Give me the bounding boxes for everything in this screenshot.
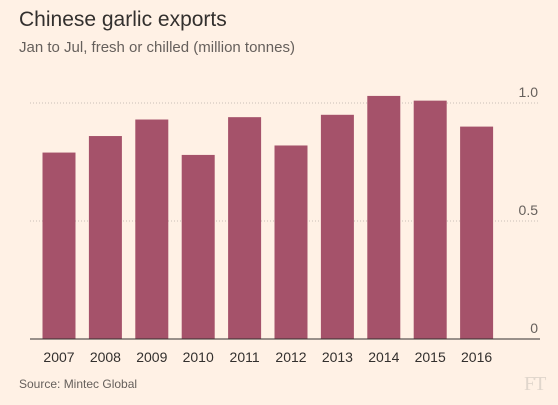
y-tick-label: 1.0 xyxy=(519,84,539,100)
x-tick-label: 2013 xyxy=(322,349,353,365)
x-tick-label: 2016 xyxy=(461,349,492,365)
x-tick-label: 2015 xyxy=(415,349,446,365)
y-tick-label: 0 xyxy=(530,320,538,336)
x-tick-label: 2014 xyxy=(368,349,399,365)
bar xyxy=(274,145,308,339)
ft-logo: FT xyxy=(524,373,546,395)
source-note: Source: Mintec Global xyxy=(19,377,138,391)
bar xyxy=(181,154,215,339)
x-tick-label: 2010 xyxy=(183,349,214,365)
bar xyxy=(367,95,401,339)
bar xyxy=(320,114,354,339)
chart-title: Chinese garlic exports xyxy=(19,8,227,31)
chart-subtitle: Jan to Jul, fresh or chilled (million to… xyxy=(19,39,295,56)
x-tick-label: 2008 xyxy=(90,349,121,365)
bar xyxy=(42,152,76,339)
bar xyxy=(413,100,447,339)
y-tick-label: 0.5 xyxy=(519,202,539,218)
bar xyxy=(228,117,262,339)
x-tick-label: 2011 xyxy=(230,349,260,365)
bar xyxy=(460,126,494,339)
bar xyxy=(135,119,169,340)
x-tick-label: 2012 xyxy=(275,349,306,365)
bar xyxy=(88,136,122,339)
x-tick-label: 2009 xyxy=(136,349,167,365)
x-tick-label: 2007 xyxy=(43,349,74,365)
